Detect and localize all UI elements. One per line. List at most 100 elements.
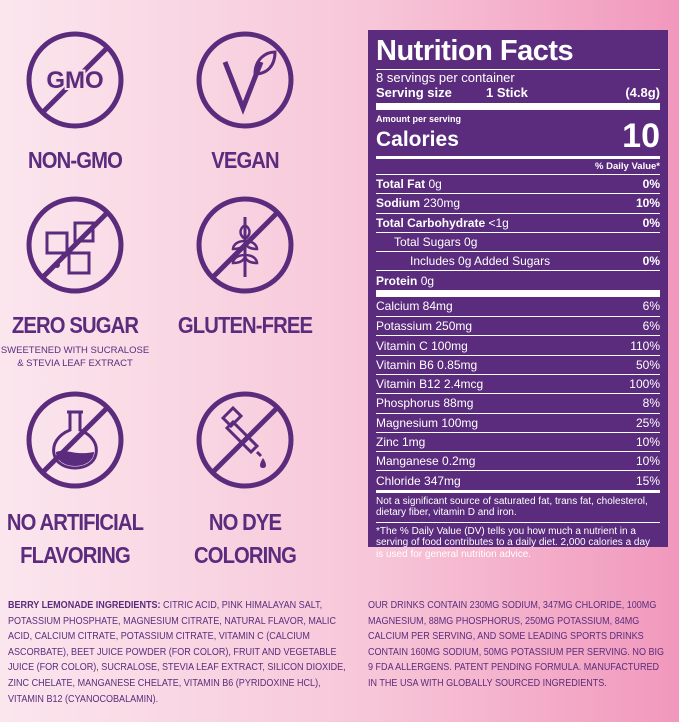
icon [196,196,294,294]
nutrient-amount: 0g [428,177,442,192]
label: Calories [376,128,459,151]
icon [26,196,124,294]
nutrient-name: Vitamin C 100mg [376,338,468,353]
nutrient-row: Zinc 1mg 10% [376,431,660,451]
serving-size: Serving size 1 Stick (4.8g) [376,85,660,100]
badge: ZERO SUGAR SWEETENED WITH SUCRALOSE & ST… [0,195,160,370]
value: 10 [622,117,660,155]
daily-value: 15% [635,473,660,488]
nutrient: Protein 0g [376,274,434,288]
ingredients-text: CITRIC ACID, PINK HIMALAYAN SALT, POTASS… [8,599,346,705]
badge-label: COLORING [193,542,297,568]
nutrient-name: Sodium [376,196,420,211]
nutrient-row: Total Sugars 0g [376,231,660,251]
icon [26,391,124,489]
nutrient-name: Protein [376,273,418,288]
daily-value: 0% [642,177,660,192]
daily-value: 0% [642,215,660,230]
nutrient-name: Magnesium 100mg [376,415,479,430]
macros: Total Fat 0g 0% Sodium 230mg 10% Total Carbo… [376,174,660,290]
badge-label: FLAVORING [20,542,131,568]
nutrient-row: Vitamin C 100mg 110% [376,335,660,354]
ingredients-label: BERRY LEMONADE INGREDIENTS: [8,599,161,611]
daily-value: 110% [630,338,660,353]
nutrition-facts: Nutrition Facts 8 servings per container… [368,30,668,560]
badge: NO DYE COLORING [160,390,330,572]
daily-value: 10% [635,196,660,211]
daily-value: 10% [635,454,660,469]
badge-label: NO ARTIFICIAL [6,509,144,535]
nutrient-name: Zinc 1mg [376,435,426,449]
nutrient-row: Protein 0g [376,270,660,289]
nutrient: Total Carbohydrate <1g [376,216,509,230]
nutrient-name: Total Carbohydrate [376,215,486,230]
statement: OUR DRINKS CONTAIN 230MG SODIUM, 347MG C… [368,599,665,689]
badge-label: NON-GMO [28,147,123,173]
nutrient-name: Vitamin B6 0.85mg [376,357,478,372]
nutrient-row: Phosphorus 88mg 8% [376,393,660,412]
footnote: *The % Daily Value (DV) tells you how mu… [376,521,660,561]
micros: Calcium 84mg 6% Potassium 250mg 6% Vitamin C… [376,297,660,490]
nutrient-name: Calcium 84mg [376,299,453,314]
ingredients: BERRY LEMONADE INGREDIENTS: CITRIC ACID,… [8,598,348,707]
nutrient-row: Potassium 250mg 6% [376,316,660,335]
badge: GLUTEN-FREE [160,195,330,342]
nutrient-name: Phosphorus 88mg [376,396,474,411]
daily-value: 8% [642,396,660,411]
nutrient-row: Calcium 84mg 6% [376,297,660,316]
icon: GMO [26,31,124,129]
daily-value: 100% [629,377,660,392]
nutrient-amount: 230mg [423,196,461,211]
nutrient-name: Chloride 347mg [376,473,461,488]
label: Serving size [376,85,452,100]
badge-label: ZERO SUGAR [11,312,139,338]
nutrient-row: Total Carbohydrate <1g 0% [376,212,660,232]
nutrient-row: Vitamin B12 2.4mcg 100% [376,373,660,393]
nutrient-name: Vitamin B12 2.4mcg [376,377,484,392]
calories: Calories 10 [376,119,660,153]
nutrient: Total Sugars 0g [376,235,477,249]
daily-value: 10% [635,435,660,449]
badge: GMO NON-GMO [0,30,160,177]
nutrient-name: Manganese 0.2mg [376,454,476,469]
badge: NO ARTIFICIAL FLAVORING [0,390,160,572]
icon-text: GMO [46,67,103,94]
value: (4.8g) [625,85,660,100]
icon [196,31,294,129]
value: 1 Stick [486,85,528,100]
daily-value: 25% [635,415,660,430]
badge-note: SWEETENED WITH SUCRALOSE [0,345,150,356]
nutrient-name: Includes 0g Added Sugars [410,254,551,269]
daily-value: 6% [642,319,660,334]
badge-label: GLUTEN-FREE [177,312,313,338]
nutrient-row: Chloride 347mg 15% [376,470,660,489]
nutrient-name: Potassium 250mg [376,319,473,334]
nf-title: Nutrition Facts [376,35,574,67]
nutrient: Includes 0g Added Sugars [376,254,550,268]
nutrient-amount: 0g [464,235,478,250]
badge: VEGAN [160,30,330,177]
nutrient-row: Sodium 230mg 10% [376,193,660,212]
nutrient-row: Total Fat 0g 0% [376,174,660,193]
badge-label: NO DYE [208,509,282,535]
amount-label: Amount per serving [376,114,462,124]
daily-value: 0% [642,254,660,269]
daily-value: 6% [642,299,660,314]
dv-header: % Daily Value* [376,156,660,174]
servings: 8 servings per container [376,69,660,85]
nutrient-row: Includes 0g Added Sugars 0% [376,251,660,270]
nutrient-name: Total Fat [376,177,426,192]
nutrient-row: Magnesium 100mg 25% [376,412,660,432]
nutrient-row: Manganese 0.2mg 10% [376,451,660,470]
nutrient: Sodium 230mg [376,196,460,210]
icon [196,391,294,489]
nutrient-amount: 0g [420,273,435,288]
nutrient: Total Fat 0g [376,177,442,191]
badge-note: & STEVIA LEAF EXTRACT [17,358,133,369]
badge-label: VEGAN [211,147,279,173]
nutrient-amount: <1g [488,215,509,230]
nutrient-name: Total Sugars [394,235,461,250]
nutrient-row: Vitamin B6 0.85mg 50% [376,354,660,374]
daily-value: 50% [635,357,660,372]
